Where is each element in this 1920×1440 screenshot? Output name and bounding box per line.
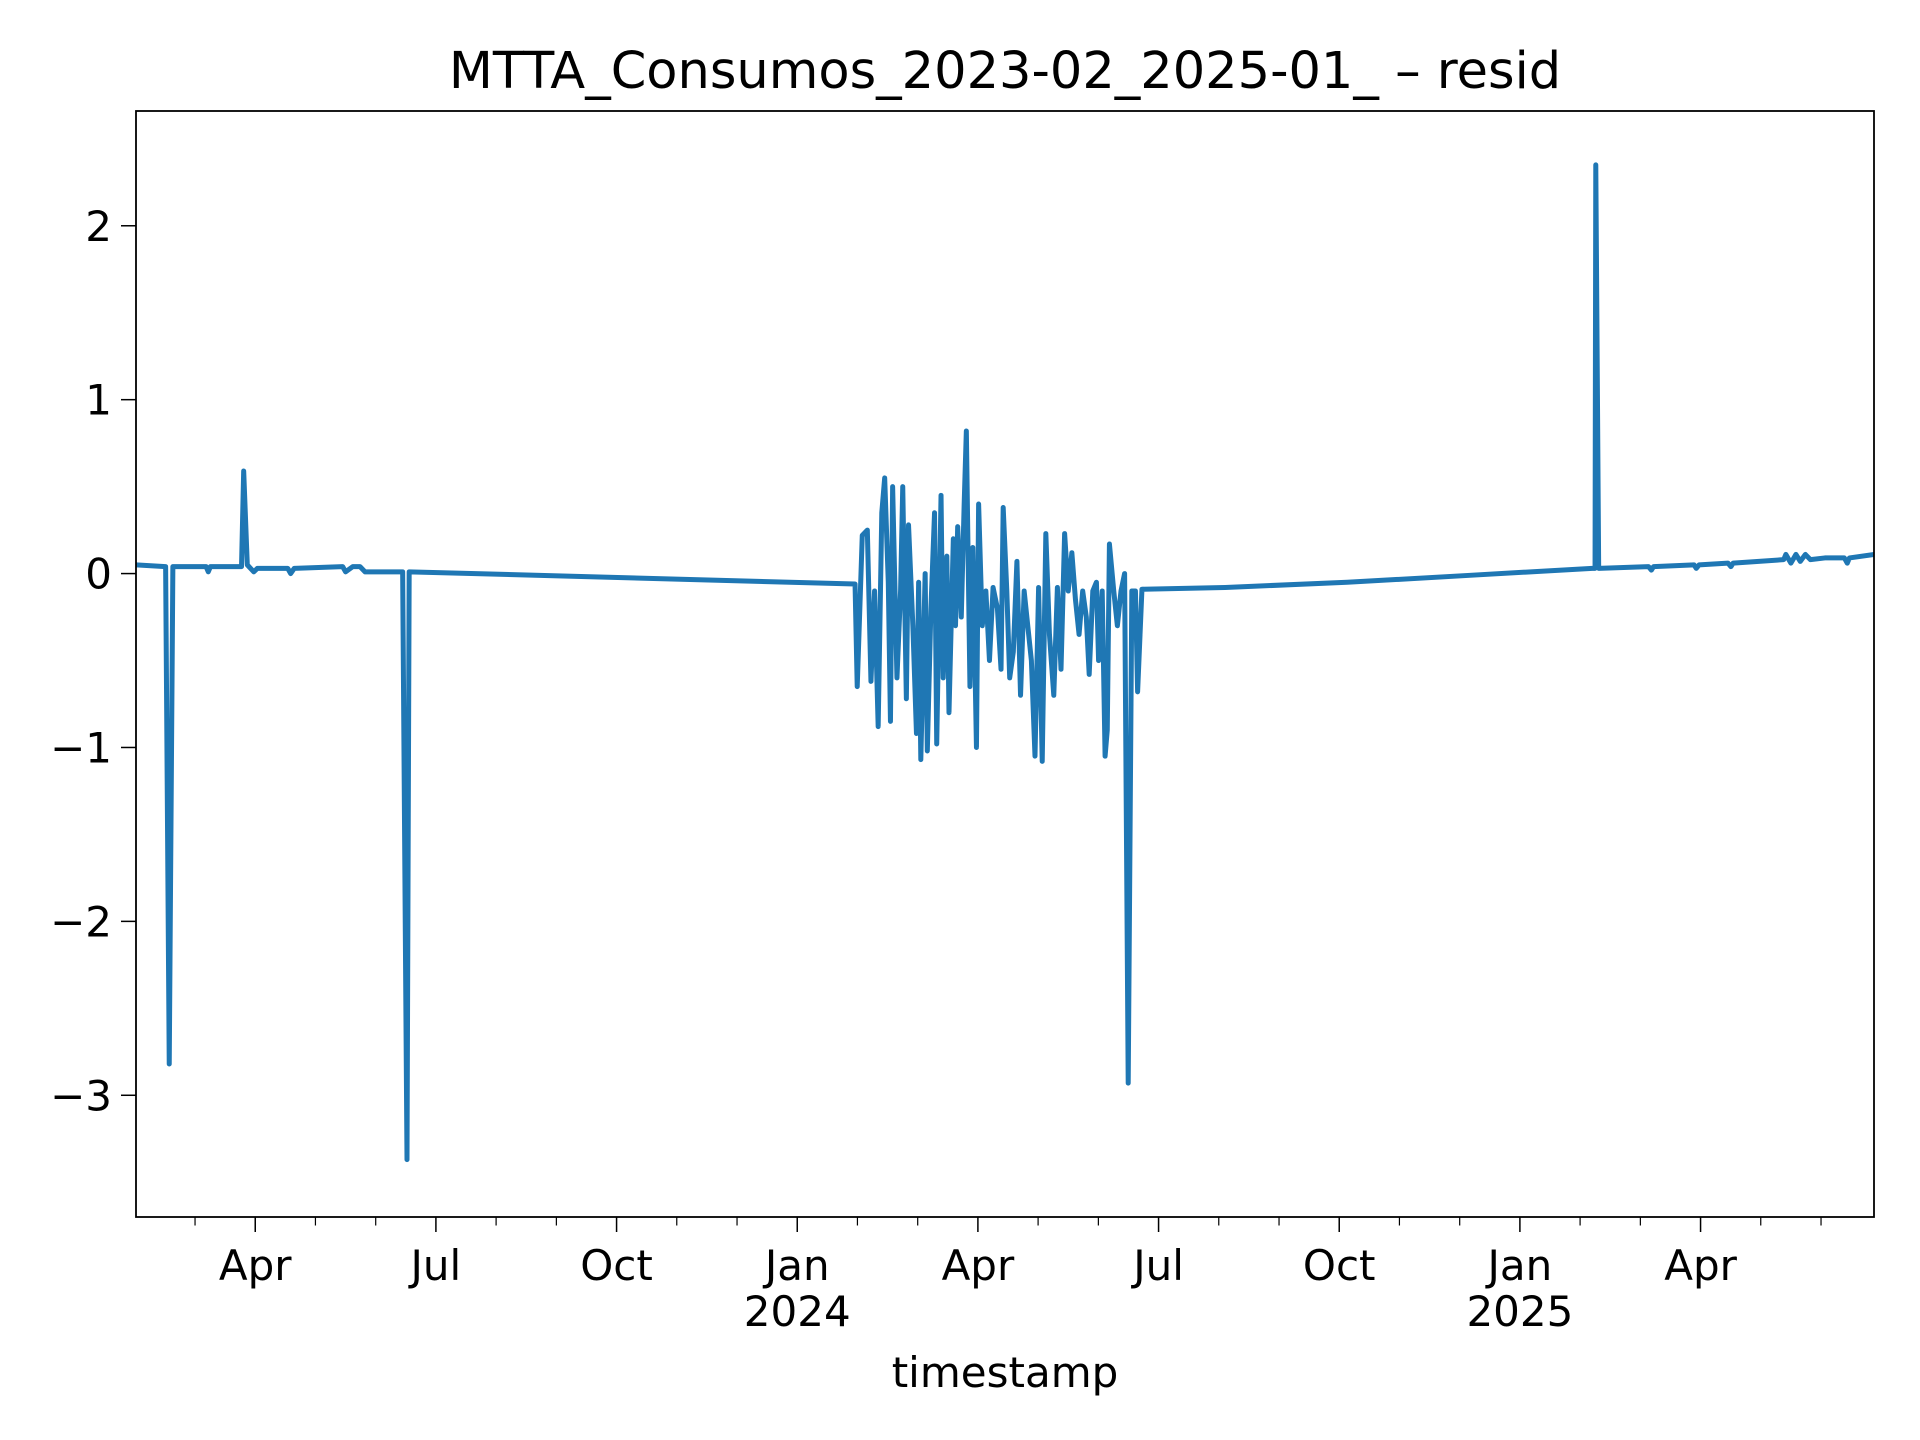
y-tick-label: 1 <box>85 376 112 425</box>
x-tick-label: Oct <box>580 1241 653 1290</box>
y-tick-label: −2 <box>50 897 112 946</box>
x-tick-label: Jul <box>1130 1241 1184 1290</box>
plot-frame <box>135 110 1875 1218</box>
data-line <box>136 162 1874 1163</box>
x-tick-label: Apr <box>1664 1241 1737 1290</box>
x-tick-label: Oct <box>1303 1241 1376 1290</box>
y-tick-label: −1 <box>50 723 112 772</box>
x-tick-label: Jan 2024 <box>744 1241 851 1336</box>
y-tick-label: −3 <box>50 1071 112 1120</box>
x-tick-label: Jan 2025 <box>1466 1241 1573 1336</box>
x-tick-label: Apr <box>219 1241 292 1290</box>
chart-title: MTTA_Consumos_2023-02_2025-01_ – resid <box>449 42 1561 101</box>
x-tick-label: Apr <box>942 1241 1015 1290</box>
y-tick-label: 0 <box>85 550 112 599</box>
y-tick-label: 2 <box>85 202 112 251</box>
x-axis-label: timestamp <box>892 1348 1119 1397</box>
x-tick-label: Jul <box>408 1241 462 1290</box>
